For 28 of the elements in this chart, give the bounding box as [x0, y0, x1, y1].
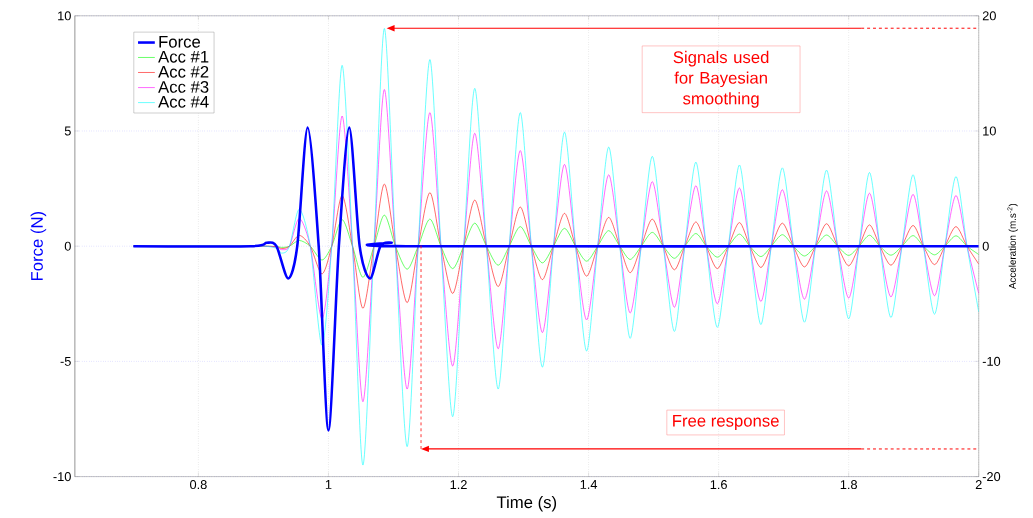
y-tick-label: 5	[64, 126, 71, 136]
y2-tick-label: -20	[982, 472, 1001, 482]
legend-label: Acc #1	[158, 50, 209, 63]
legend-label: Acc #2	[158, 65, 209, 78]
y2-tick-label: 0	[982, 241, 989, 251]
y2-tick-label: -10	[982, 356, 1001, 366]
annotation: Free response	[673, 415, 779, 430]
x-axis-title: Time (s)	[496, 495, 557, 512]
x-tick-label: 2	[975, 480, 982, 489]
x-tick-label: 1	[325, 480, 332, 489]
y-tick-label: 0	[64, 241, 71, 251]
legend-label: Acc #4	[158, 96, 209, 108]
y-tick-label: -10	[53, 472, 71, 482]
annotation: Signals used for Bayesian smoothing	[673, 50, 769, 108]
legend-label: Acc #3	[158, 80, 209, 93]
y-tick-label: -5	[60, 356, 71, 366]
line-series	[132, 126, 979, 432]
y-axis-title: Force (N)	[30, 211, 47, 281]
y2-tick-label: 10	[983, 126, 996, 136]
y-tick-label: 10	[58, 11, 71, 21]
x-tick-label: 1.8	[840, 480, 857, 490]
y2-axis-title: Acceleration (m.s$^{-2}$)	[1007, 203, 1018, 290]
y2-tick-label: 20	[982, 11, 996, 21]
x-tick-label: 1.2	[450, 480, 467, 489]
legend-label: Force	[159, 36, 201, 48]
x-tick-label: 0.8	[190, 480, 207, 490]
x-tick-label: 1.4	[580, 480, 598, 489]
x-tick-label: 1.6	[710, 480, 727, 490]
